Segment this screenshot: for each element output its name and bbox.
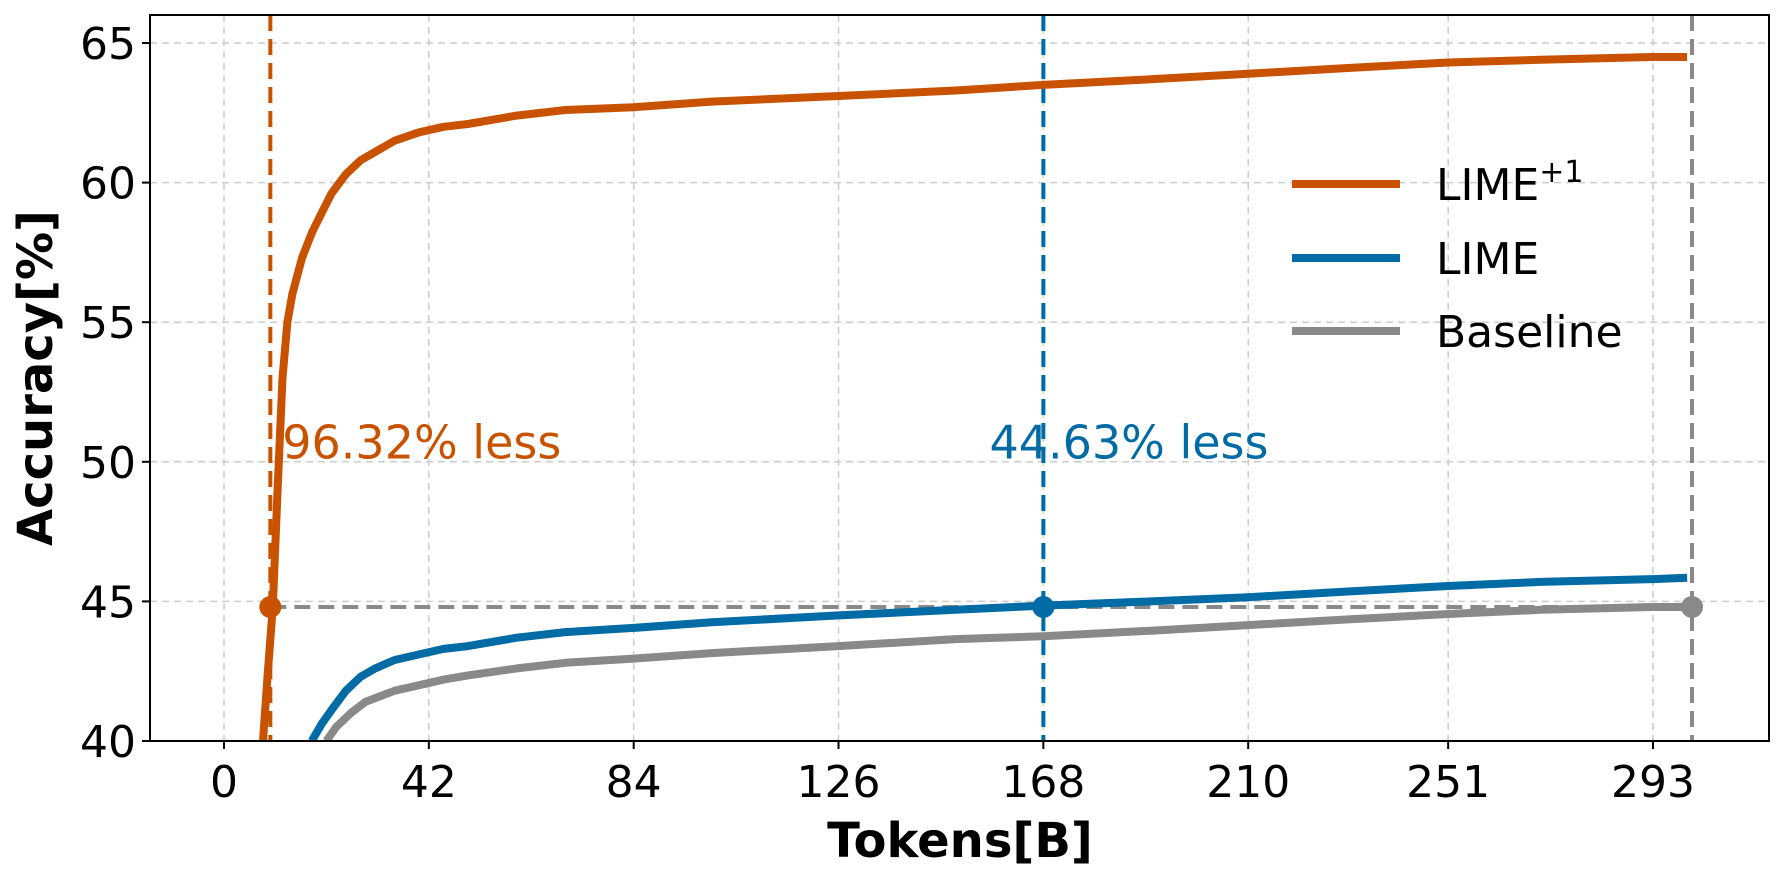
y-tick-label: 55 (80, 298, 136, 349)
legend: LIME+1 LIME Baseline (1292, 155, 1623, 358)
y-tick-label: 65 (80, 19, 136, 70)
y-tick-label: 45 (80, 577, 136, 628)
threshold-markers (259, 595, 1704, 618)
y-axis-ticks: 40 45 50 55 60 65 (80, 19, 150, 768)
x-tick-label: 168 (1001, 757, 1085, 808)
savings-annotation: 44.63% less (989, 415, 1268, 469)
x-tick-label: 293 (1611, 757, 1695, 808)
y-axis-label: Accuracy[%] (8, 210, 64, 546)
x-tick-label: 42 (401, 757, 457, 808)
x-tick-label: 84 (606, 757, 662, 808)
data-series (259, 53, 1688, 741)
savings-annotation: 96.32% less (282, 415, 561, 469)
legend-label: LIME+1 (1436, 155, 1584, 211)
x-tick-label: 126 (797, 757, 881, 808)
threshold-marker (259, 595, 282, 618)
x-tick-label: 0 (210, 757, 238, 808)
series-line-baseline (323, 603, 1688, 741)
legend-label: LIME (1436, 234, 1539, 285)
annotations: 96.32% less 44.63% less (282, 415, 1268, 469)
x-axis-ticks: 0 42 84 126 168 210 251 293 (210, 741, 1695, 808)
series-line-lime (308, 573, 1688, 741)
x-tick-label: 210 (1206, 757, 1290, 808)
legend-label: Baseline (1436, 307, 1623, 358)
grid-lines (150, 15, 1769, 742)
threshold-marker (1032, 595, 1055, 618)
x-axis-label: Tokens[B] (827, 813, 1093, 869)
y-tick-label: 60 (80, 159, 136, 210)
y-tick-label: 40 (80, 717, 136, 768)
series-line-lime-1 (259, 53, 1688, 741)
plot-frame (149, 14, 1770, 742)
x-tick-label: 251 (1406, 757, 1490, 808)
y-tick-label: 50 (80, 438, 136, 489)
threshold-marker (1681, 595, 1704, 618)
